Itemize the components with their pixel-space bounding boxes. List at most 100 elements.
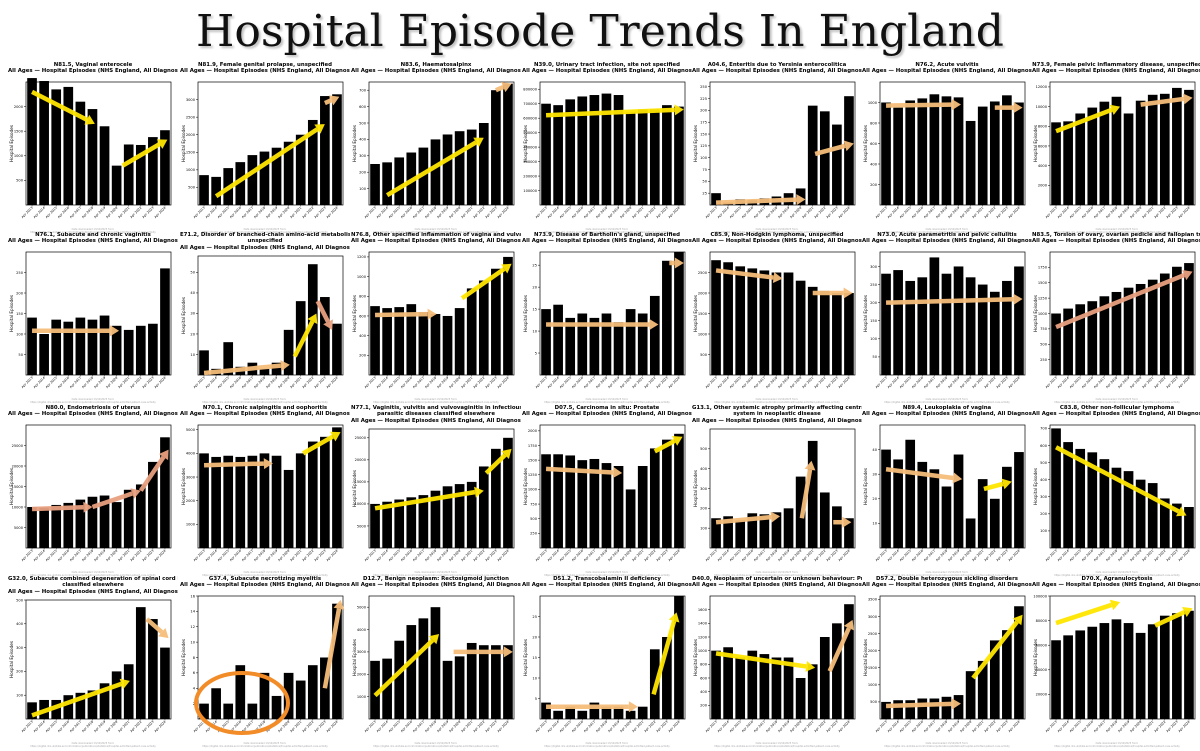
x-tick-label: Apr 2023 — [313, 206, 326, 219]
trend-arrow-head — [843, 619, 854, 631]
x-tick-label: Apr 2024 — [1177, 376, 1190, 389]
chart-title: N76.2, Acute vulvitis All Ages — Hospital… — [862, 62, 1032, 75]
source-footer-line: https://digital.nhs.uk/data-and-informat… — [884, 745, 1010, 748]
y-axis-label: Hospital Episodes — [181, 639, 186, 676]
x-tick-label: Apr 2018 — [81, 206, 94, 219]
bar — [989, 291, 1000, 375]
x-tick-label: Apr 2018 — [424, 206, 437, 219]
y-tick-label: 50 — [18, 353, 23, 357]
x-tick-label: Apr 2013 — [535, 376, 548, 389]
chart-title: D51.2, Transcobalamin II deficiency All A… — [522, 576, 692, 589]
bar — [711, 650, 721, 719]
bar — [382, 658, 392, 719]
y-tick-label: 500 — [530, 517, 538, 521]
y-axis-label: Hospital Episodes — [352, 125, 357, 162]
x-tick-label: Apr 2017 — [412, 720, 425, 733]
source-footer-line: Data downloaded 13/10/2025 from: — [243, 571, 287, 574]
chart-title: C83.8, Other non-follicular lymphoma All … — [1032, 405, 1200, 418]
chart-subtitle: All Ages — Hospital Episodes (NHS Englan… — [1032, 68, 1200, 75]
bar — [905, 100, 916, 205]
bar — [844, 293, 854, 375]
bar — [382, 308, 392, 375]
chart-panel: N89.4, Leukoplakia of vagina All Ages — H… — [862, 405, 1032, 577]
bar — [807, 286, 818, 375]
y-tick-label: 10 — [532, 676, 537, 680]
bar — [723, 262, 733, 375]
x-tick-label: Apr 2014 — [376, 720, 389, 733]
y-tick-label: 1000 — [186, 523, 196, 527]
source-footer-line: https://digital.nhs.uk/data-and-informat… — [714, 231, 840, 234]
bar — [295, 453, 306, 548]
bar — [625, 112, 636, 205]
bar — [51, 699, 62, 719]
bar — [478, 280, 489, 375]
bar — [307, 119, 318, 205]
x-tick-label: Apr 2018 — [1105, 549, 1118, 562]
bar — [977, 106, 988, 205]
bar-chart: 200 400 600 800 1000 Hospital Episodes Apr 201… — [863, 81, 1026, 219]
x-tick-label: Apr 2018 — [595, 720, 608, 733]
x-tick-label: Apr 2017 — [412, 206, 425, 219]
bar — [1184, 89, 1194, 205]
trend-arrow-head — [503, 646, 513, 658]
bar — [418, 312, 429, 375]
x-tick-label: Apr 2016 — [1081, 720, 1094, 733]
source-footer: Data downloaded 13/10/2025 from: https://… — [351, 742, 521, 748]
y-tick-label: 800 — [700, 663, 708, 667]
x-tick-label: Apr 2023 — [655, 549, 668, 562]
trend-arrow-head — [119, 678, 130, 690]
y-tick-label: 600 — [870, 142, 878, 146]
x-tick-label: Apr 2023 — [313, 376, 326, 389]
bar — [87, 496, 98, 548]
source-footer: Data downloaded 13/10/2025 from: https://… — [351, 398, 521, 404]
y-tick-label: 500 — [1040, 461, 1048, 465]
x-tick-label: Apr 2019 — [436, 376, 449, 389]
source-footer-line: https://digital.nhs.uk/data-and-informat… — [884, 574, 1010, 577]
bar — [394, 640, 405, 719]
chart-title: G37.4, Subacute necrotizing myelitis All … — [180, 576, 350, 589]
bar — [259, 672, 270, 719]
bar — [541, 103, 551, 205]
source-footer-line: Data downloaded 13/10/2025 from: — [1095, 742, 1139, 745]
bar — [247, 455, 258, 548]
y-tick-label: 200 — [700, 109, 708, 113]
source-footer-line: https://digital.nhs.uk/data-and-informat… — [1054, 231, 1180, 234]
chart-title-line: D51.2, Transcobalamin II deficiency — [553, 576, 661, 582]
source-footer-line: Data downloaded 13/10/2025 from: — [925, 398, 969, 401]
bar — [953, 695, 964, 719]
x-tick-label: Apr 2016 — [1081, 549, 1094, 562]
bar — [601, 313, 612, 375]
source-footer-line: Data downloaded 13/10/2025 from: — [925, 742, 969, 745]
bar — [929, 469, 940, 548]
bar — [541, 309, 551, 375]
bar — [662, 637, 672, 719]
bar-chart: 500 1000 1500 2000 2500 3000 3500 Hospital Epis… — [863, 595, 1026, 733]
bar — [135, 325, 146, 375]
source-footer-line: https://digital.nhs.uk/data-and-informat… — [544, 574, 670, 577]
bar — [735, 266, 746, 375]
x-tick-label: Apr 2014 — [1057, 549, 1070, 562]
source-footer-line: Data downloaded 13/10/2025 from: — [1095, 571, 1139, 574]
y-tick-label: 2000 — [1038, 184, 1048, 188]
chart-subtitle: All Ages — Hospital Episodes (NHS Englan… — [522, 411, 692, 418]
y-tick-label: 500 — [16, 598, 24, 602]
bar — [394, 307, 405, 375]
bar — [283, 329, 294, 375]
y-tick-label: 1750 — [1038, 266, 1048, 270]
y-tick-label: 1000 — [698, 332, 708, 336]
trend-arrow-head — [110, 325, 120, 337]
bar — [99, 683, 110, 719]
trend-arrow — [373, 638, 435, 698]
bar — [247, 703, 258, 719]
bar — [491, 448, 501, 548]
chart-panel: G13.1, Other systemic atrophy primarily … — [692, 405, 862, 577]
y-tick-label: 20000 — [355, 458, 367, 462]
bar-chart: 250 500 750 1000 1250 1500 1750 Hospital Episod… — [1033, 251, 1196, 389]
bar — [406, 304, 417, 375]
trend-arrow — [983, 481, 1004, 492]
chart-panel: N73.9, Female pelvic inflammatory diseas… — [1032, 62, 1200, 234]
y-tick-label: 500 — [359, 121, 367, 125]
x-tick-label: Apr 2024 — [667, 376, 680, 389]
x-tick-label: Apr 2024 — [1177, 206, 1190, 219]
bar — [637, 706, 648, 719]
